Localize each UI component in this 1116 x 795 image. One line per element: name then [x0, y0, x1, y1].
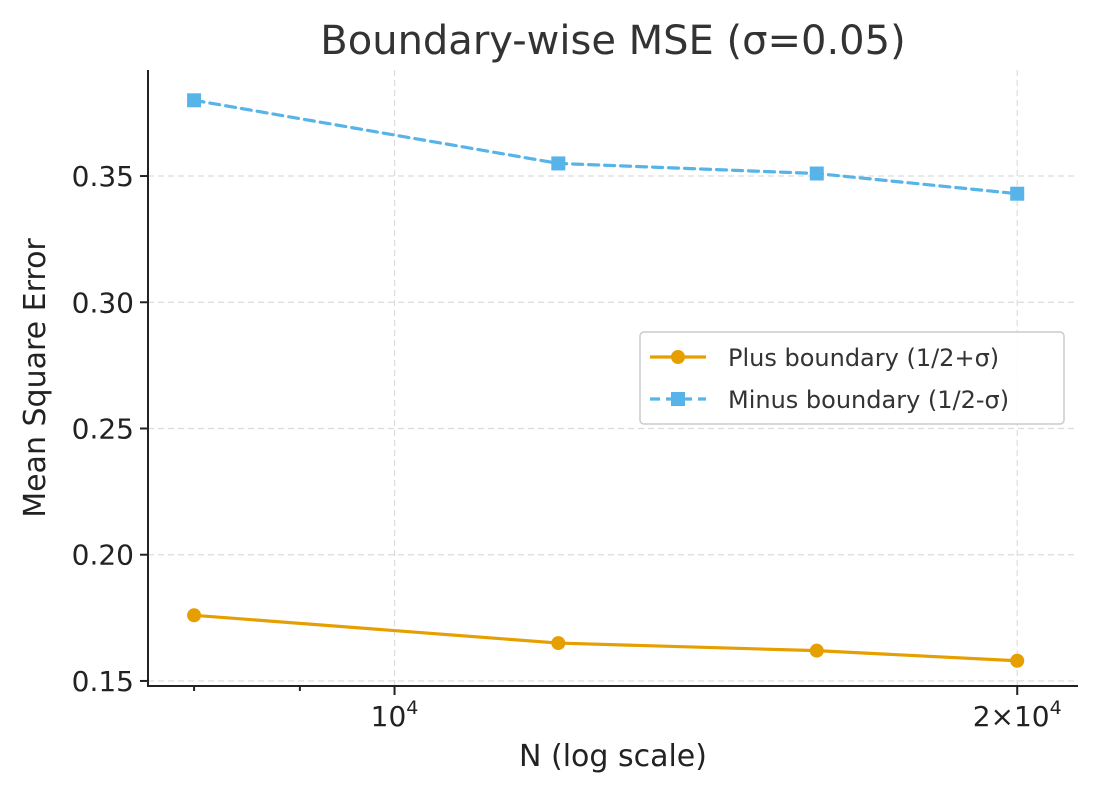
data-point-circle — [187, 608, 202, 623]
x-tick-label: 104 — [371, 697, 419, 733]
data-point-circle — [551, 636, 566, 651]
data-point-circle — [1010, 653, 1025, 668]
series-line — [192, 613, 1019, 663]
series-1 — [187, 608, 1025, 668]
series-2 — [187, 93, 1025, 201]
legend-box — [639, 331, 1065, 425]
data-point-square — [187, 93, 202, 108]
y-tick-label: 0.15 — [72, 665, 134, 698]
legend-item: Minus boundary (1/2-σ) — [650, 386, 1009, 414]
x-tick-label: 2×104 — [973, 697, 1062, 733]
legend-marker-square — [671, 392, 685, 406]
axes: 0.15 0.20 0.25 0.30 0.35 104 2×104 — [72, 70, 1078, 733]
data-point-square — [809, 166, 824, 181]
legend-item: Plus boundary (1/2+σ) — [650, 344, 999, 372]
chart-title: Boundary-wise MSE (σ=0.05) — [320, 18, 905, 64]
data-point-square — [551, 156, 566, 171]
series-layer — [187, 93, 1025, 668]
legend: Plus boundary (1/2+σ) Minus boundary (1/2… — [639, 331, 1065, 425]
y-tick-label: 0.30 — [72, 286, 134, 319]
data-point-square — [1010, 186, 1025, 201]
series-line — [192, 98, 1019, 196]
legend-label: Plus boundary (1/2+σ) — [728, 344, 999, 372]
y-axis-label: Mean Square Error — [18, 238, 53, 518]
y-tick-label: 0.25 — [72, 412, 134, 445]
legend-label: Minus boundary (1/2-σ) — [728, 386, 1009, 414]
data-point-circle — [809, 643, 824, 658]
x-axis-label: N (log scale) — [519, 739, 707, 774]
legend-marker-circle — [671, 350, 685, 364]
y-tick-label: 0.35 — [72, 160, 134, 193]
y-tick-label: 0.20 — [72, 539, 134, 572]
grid — [148, 70, 1078, 686]
